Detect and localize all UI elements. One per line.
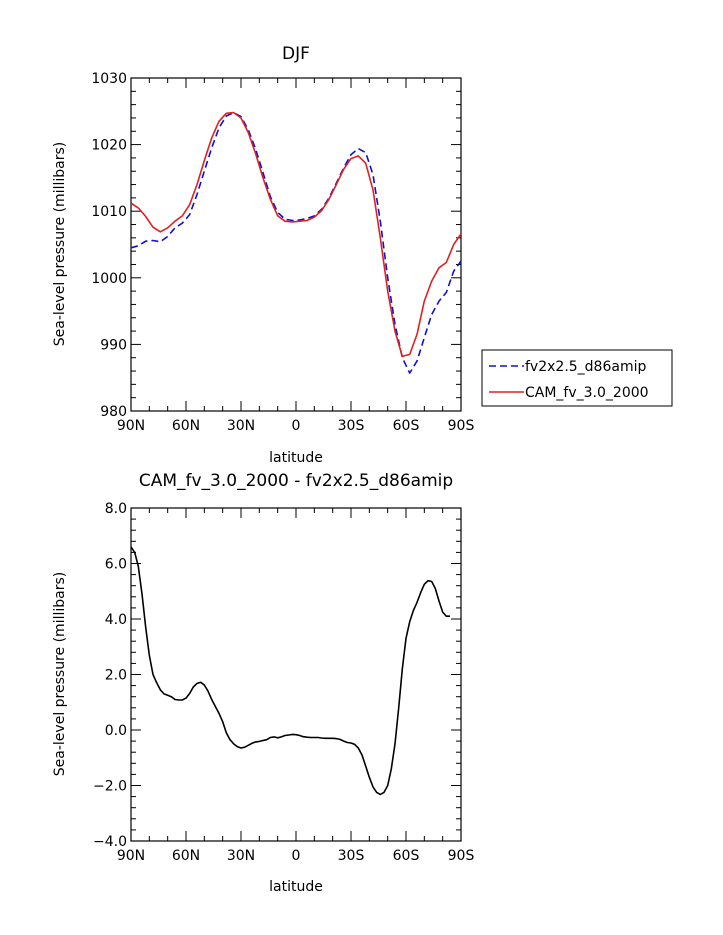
y-tick-label-top-4: 1020 <box>91 138 127 154</box>
x-tick-label-bottom-6: 90S <box>448 848 475 864</box>
ticks-top: 90N 60N 30N 0 30S 60S 90S 980 990 1000 1010 1020 103… <box>91 71 474 434</box>
series-group-bottom <box>130 546 450 796</box>
x-tick-label-bottom-2: 30N <box>227 848 255 864</box>
y-tick-label-bottom-4: 4.0 <box>105 612 127 628</box>
series-line-bottom-difference <box>130 546 450 796</box>
x-tick-label-bottom-0: 90N <box>117 848 145 864</box>
x-axis-label-top: latitude <box>269 450 323 466</box>
y-tick-label-bottom-3: 2.0 <box>105 668 127 684</box>
x-tick-label-bottom-5: 60S <box>393 848 420 864</box>
x-tick-label-bottom-3: 0 <box>292 848 301 864</box>
x-tick-label-top-3: 0 <box>292 418 301 434</box>
y-tick-label-bottom-1: −2.0 <box>93 779 127 795</box>
x-tick-label-bottom-4: 30S <box>338 848 365 864</box>
y-tick-label-top-1: 990 <box>100 337 127 353</box>
y-tick-label-bottom-0: −4.0 <box>93 834 127 850</box>
x-tick-label-top-6: 90S <box>448 418 475 434</box>
ticks-bottom: 90N 60N 30N 0 30S 60S 90S −4.0 −2.0 0.0 2.0 4.0 6.0 8… <box>93 501 474 864</box>
legend-box <box>481 349 673 407</box>
plot-frame-bottom <box>130 507 462 842</box>
y-tick-label-top-3: 1010 <box>91 204 127 220</box>
series-line-top-fv2x2-5-d86amip <box>130 111 462 374</box>
panel-djf: DJF 90N 60N 30N 0 30S 60S 90S 980 990 1000 1010 102… <box>52 44 673 466</box>
y-axis-label-top: Sea-level pressure (millibars) <box>52 142 68 346</box>
y-tick-label-top-0: 980 <box>100 404 127 420</box>
x-tick-label-top-5: 60S <box>393 418 420 434</box>
x-tick-label-top-1: 60N <box>172 418 200 434</box>
legend-label-fv2x2: fv2x2.5_d86amip <box>525 359 646 375</box>
legend-label-cam: CAM_fv_3.0_2000 <box>525 385 649 401</box>
y-tick-label-bottom-6: 8.0 <box>105 501 127 517</box>
y-tick-label-top-5: 1030 <box>91 71 127 87</box>
y-tick-label-top-2: 1000 <box>91 271 127 287</box>
plot-frame-top <box>130 77 462 412</box>
panel-difference: CAM_fv_3.0_2000 - fv2x2.5_d86amip 90N 60N… <box>52 471 474 895</box>
x-tick-label-bottom-1: 60N <box>172 848 200 864</box>
x-axis-label-bottom: latitude <box>269 879 323 895</box>
series-group-top <box>130 111 462 374</box>
series-line-top-cam-fv-3-0-2000 <box>130 111 462 358</box>
y-tick-label-bottom-5: 6.0 <box>105 557 127 573</box>
x-tick-label-top-4: 30S <box>338 418 365 434</box>
x-tick-label-top-0: 90N <box>117 418 145 434</box>
y-axis-label-bottom: Sea-level pressure (millibars) <box>52 572 68 776</box>
chart-title-difference: CAM_fv_3.0_2000 - fv2x2.5_d86amip <box>139 471 453 491</box>
y-tick-label-bottom-2: 0.0 <box>105 723 127 739</box>
chart-title-djf: DJF <box>282 44 310 64</box>
x-tick-label-top-2: 30N <box>227 418 255 434</box>
legend: fv2x2.5_d86amip CAM_fv_3.0_2000 <box>481 349 673 407</box>
